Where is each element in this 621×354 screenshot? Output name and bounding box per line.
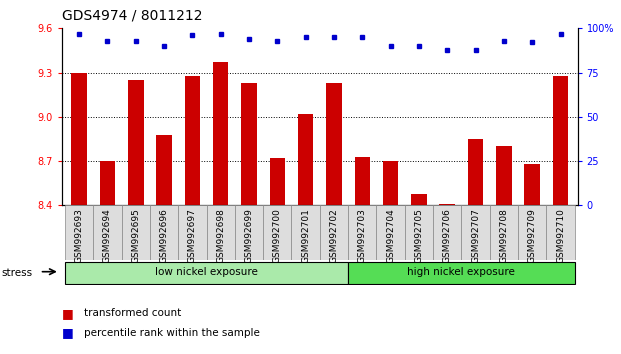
Text: GSM992705: GSM992705 [414,208,424,263]
Text: transformed count: transformed count [84,308,181,318]
Text: GSM992703: GSM992703 [358,208,367,263]
Text: GSM992696: GSM992696 [160,208,168,263]
Bar [213,62,229,205]
Bar [326,83,342,205]
Bar [93,205,122,260]
Text: GSM992695: GSM992695 [131,208,140,263]
Bar [320,205,348,260]
Text: GSM992694: GSM992694 [103,208,112,263]
Bar [65,262,348,284]
Text: GSM992707: GSM992707 [471,208,480,263]
Text: GDS4974 / 8011212: GDS4974 / 8011212 [62,9,202,23]
Text: GSM992697: GSM992697 [188,208,197,263]
Bar [291,205,320,260]
Bar [298,114,314,205]
Bar [546,205,574,260]
Bar [156,135,172,205]
Bar [65,205,93,260]
Bar [383,161,399,205]
Text: ■: ■ [62,326,74,339]
Bar [518,205,546,260]
Text: GSM992701: GSM992701 [301,208,310,263]
Bar [496,146,512,205]
Text: GSM992700: GSM992700 [273,208,282,263]
Bar [376,205,405,260]
Bar [184,75,200,205]
Bar [270,158,285,205]
Bar [440,204,455,205]
Bar [490,205,518,260]
Text: high nickel exposure: high nickel exposure [407,268,515,278]
Bar [99,161,116,205]
Bar [433,205,461,260]
Text: GSM992699: GSM992699 [245,208,253,263]
Bar [150,205,178,260]
Bar [468,139,483,205]
Text: GSM992706: GSM992706 [443,208,451,263]
Bar [355,157,370,205]
Text: ■: ■ [62,307,74,320]
Text: GSM992693: GSM992693 [75,208,84,263]
Bar [524,164,540,205]
Bar [461,205,490,260]
Bar [241,83,257,205]
Bar [235,205,263,260]
Bar [71,73,87,205]
Bar [178,205,207,260]
Bar [348,205,376,260]
Bar [128,80,143,205]
Bar [405,205,433,260]
Text: GSM992710: GSM992710 [556,208,565,263]
Bar [553,75,568,205]
Bar [207,205,235,260]
Bar [263,205,291,260]
Text: GSM992708: GSM992708 [499,208,509,263]
Text: stress: stress [1,268,32,278]
Text: GSM992709: GSM992709 [528,208,537,263]
Text: low nickel exposure: low nickel exposure [155,268,258,278]
Text: GSM992698: GSM992698 [216,208,225,263]
Text: percentile rank within the sample: percentile rank within the sample [84,328,260,338]
Text: GSM992702: GSM992702 [330,208,338,263]
Bar [348,262,574,284]
Text: GSM992704: GSM992704 [386,208,395,263]
Bar [411,194,427,205]
Bar [122,205,150,260]
